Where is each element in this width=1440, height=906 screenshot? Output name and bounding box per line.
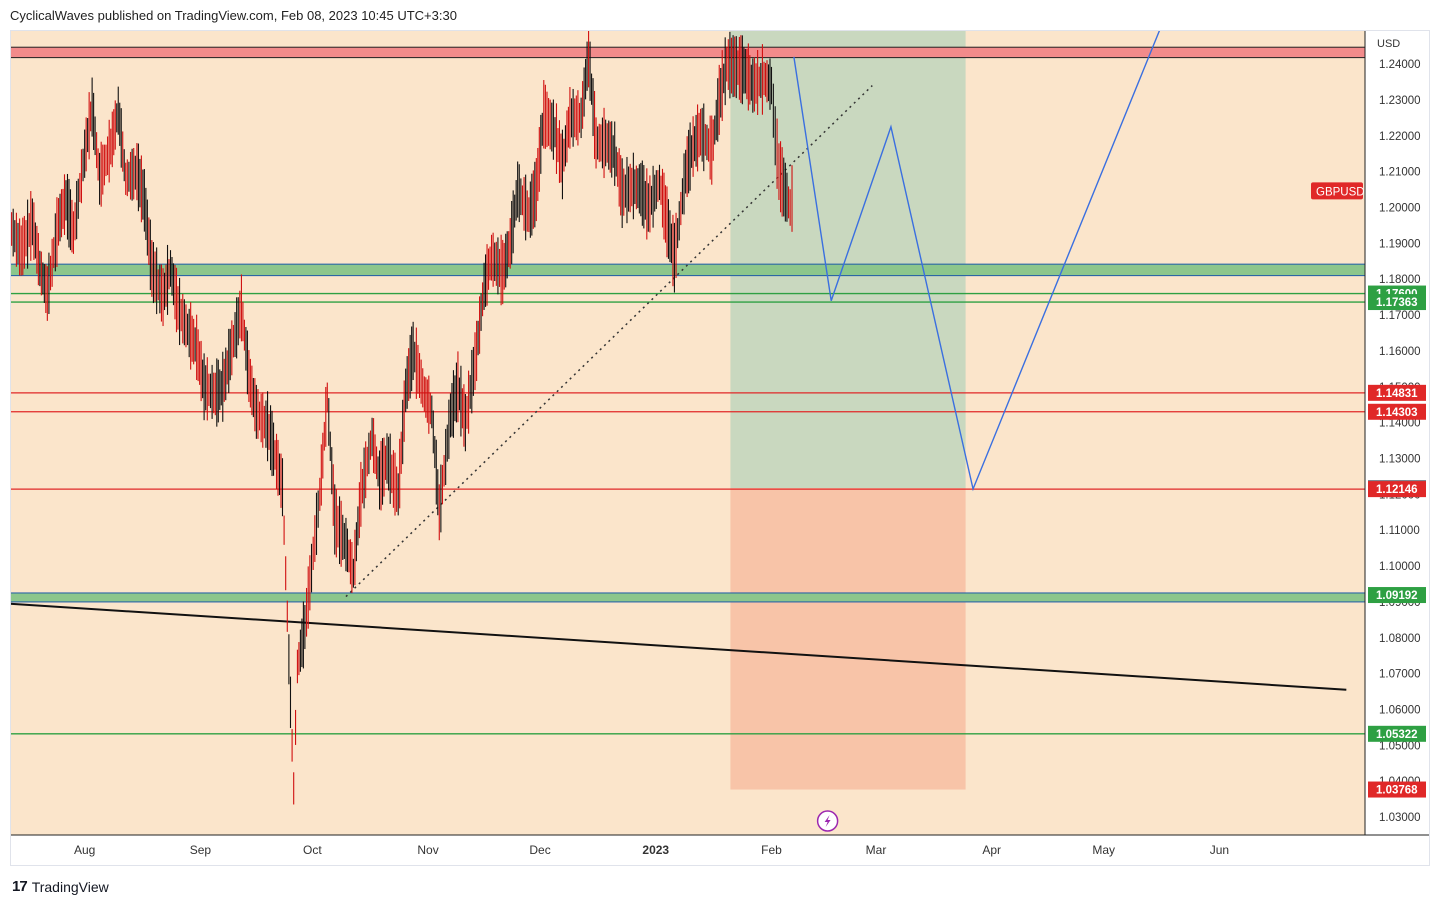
currency-label: USD bbox=[1377, 38, 1400, 50]
x-tick-label: Feb bbox=[761, 843, 782, 857]
y-tick-label: 1.07000 bbox=[1379, 669, 1421, 681]
price-label: 1.12146 bbox=[1376, 484, 1418, 496]
x-tick-label: Oct bbox=[303, 843, 322, 857]
chart-frame bbox=[10, 30, 1430, 866]
x-tick-label: 2023 bbox=[642, 843, 669, 857]
position-loss-zone bbox=[730, 488, 966, 790]
zone-band-2 bbox=[9, 592, 1366, 603]
y-tick-label: 1.03000 bbox=[1379, 812, 1421, 824]
price-label-box bbox=[1368, 384, 1426, 401]
price-label: 1.14303 bbox=[1376, 407, 1418, 419]
price-chart[interactable]: USD1.030001.040001.050001.060001.070001.… bbox=[9, 19, 1430, 866]
tradingview-logo-icon: 17 bbox=[12, 878, 28, 895]
y-tick-label: 1.24000 bbox=[1379, 59, 1421, 71]
chart-area[interactable]: USD1.030001.040001.050001.060001.070001.… bbox=[9, 19, 1430, 866]
symbol-badge bbox=[1311, 182, 1363, 200]
y-tick-label: 1.08000 bbox=[1379, 633, 1421, 645]
x-tick-label: Nov bbox=[417, 843, 438, 857]
y-tick-label: 1.22000 bbox=[1379, 131, 1421, 143]
y-tick-label: 1.23000 bbox=[1379, 95, 1421, 107]
y-tick-label: 1.20000 bbox=[1379, 202, 1421, 214]
symbol-label: GBPUSD bbox=[1316, 186, 1365, 198]
y-tick-label: 1.10000 bbox=[1379, 561, 1421, 573]
price-label-box bbox=[1368, 587, 1426, 604]
footer-brand[interactable]: TradingView bbox=[31, 878, 109, 895]
y-tick-label: 1.06000 bbox=[1379, 704, 1421, 716]
lightning-glyph-icon bbox=[824, 815, 831, 827]
x-tick-label: May bbox=[1092, 843, 1115, 857]
x-tick-label: Jun bbox=[1210, 843, 1229, 857]
price-label-box bbox=[1368, 481, 1426, 498]
x-tick-label: Sep bbox=[190, 843, 212, 857]
position-profit-zone bbox=[730, 30, 966, 489]
price-label-box bbox=[1368, 781, 1426, 798]
y-tick-label: 1.18000 bbox=[1379, 274, 1421, 286]
y-tick-label: 1.14000 bbox=[1379, 418, 1421, 430]
price-label-box bbox=[1368, 403, 1426, 420]
y-tick-label: 1.16000 bbox=[1379, 346, 1421, 358]
footer: 17 TradingView bbox=[12, 878, 109, 895]
trendline-long bbox=[9, 602, 1347, 691]
price-label-box bbox=[1368, 725, 1426, 742]
price-label: 1.09192 bbox=[1376, 590, 1418, 602]
trendline-dotted bbox=[345, 85, 873, 598]
price-label-box bbox=[1368, 294, 1426, 311]
y-tick-label: 1.17000 bbox=[1379, 310, 1421, 322]
projection-path bbox=[793, 29, 1161, 492]
y-tick-label: 1.21000 bbox=[1379, 167, 1421, 179]
publish-info: CyclicalWaves published on TradingView.c… bbox=[10, 8, 457, 23]
y-tick-label: 1.13000 bbox=[1379, 453, 1421, 465]
price-label: 1.05322 bbox=[1376, 729, 1418, 741]
x-tick-label: Aug bbox=[74, 843, 95, 857]
x-tick-label: Mar bbox=[866, 843, 887, 857]
x-tick-label: Apr bbox=[982, 843, 1001, 857]
price-label: 1.17363 bbox=[1376, 297, 1418, 309]
price-label: 1.03768 bbox=[1376, 785, 1418, 797]
y-tick-label: 1.11000 bbox=[1379, 525, 1420, 537]
price-label: 1.14831 bbox=[1376, 388, 1418, 400]
y-tick-label: 1.19000 bbox=[1379, 238, 1421, 250]
zone-band-0 bbox=[9, 46, 1366, 59]
y-tick-label: 1.05000 bbox=[1379, 740, 1421, 752]
time-axis-panel bbox=[10, 836, 1365, 866]
x-tick-label: Dec bbox=[529, 843, 550, 857]
